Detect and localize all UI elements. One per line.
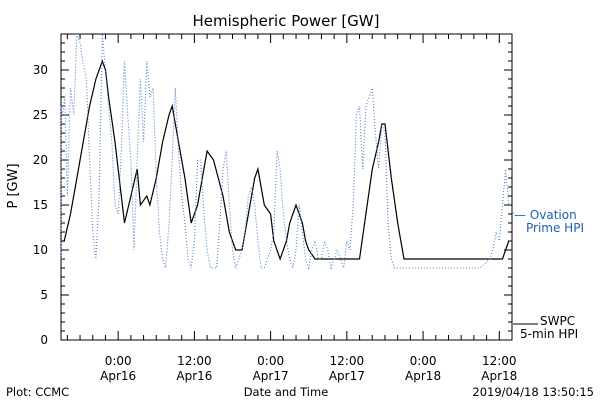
footer-timestamp: 2019/04/18 13:50:15 <box>472 385 594 399</box>
legend-ovation-line1: — Ovation <box>514 208 577 222</box>
y-tick-label: 30 <box>33 63 48 77</box>
y-tick-label: 5 <box>40 288 48 302</box>
x-tick-date-label: Apr17 <box>253 369 289 383</box>
x-tick-date-label: Apr16 <box>176 369 212 383</box>
data-series <box>60 33 514 271</box>
footer-x-axis-label: Date and Time <box>244 385 329 399</box>
x-tick-time-label: 0:00 <box>410 354 437 368</box>
footer-plot-credit: Plot: CCMC <box>6 385 69 399</box>
legend-swpc-line2: 5-min HPI <box>520 327 578 341</box>
legend-ovation-line2: Prime HPI <box>526 221 584 235</box>
y-axis-label: P [GW] <box>6 163 21 208</box>
y-axis-ticks: 0 5 10 15 20 25 30 <box>33 33 512 347</box>
x-tick-date-label: Apr16 <box>100 369 136 383</box>
x-tick-time-label: 0:00 <box>105 354 132 368</box>
chart-title: Hemispheric Power [GW] <box>193 12 380 30</box>
y-tick-label: 10 <box>33 243 48 257</box>
y-tick-label: 25 <box>33 108 48 122</box>
x-tick-time-label: 12:00 <box>482 354 517 368</box>
x-tick-time-label: 0:00 <box>257 354 284 368</box>
plot-axes <box>60 33 513 341</box>
y-tick-label: 20 <box>33 153 48 167</box>
x-tick-time-label: 12:00 <box>177 354 212 368</box>
x-tick-date-label: Apr17 <box>329 369 365 383</box>
plot-frame <box>60 33 513 341</box>
y-tick-label: 0 <box>40 333 48 347</box>
y-tick-label: 15 <box>33 198 48 212</box>
x-tick-date-label: Apr18 <box>405 369 441 383</box>
x-tick-date-label: Apr18 <box>481 369 517 383</box>
swpc-hpi-line <box>60 59 510 261</box>
x-tick-time-label: 12:00 <box>330 354 365 368</box>
ovation-prime-hpi-line <box>60 33 510 271</box>
x-axis-ticks: 0:00Apr1612:00Apr160:00Apr1712:00Apr170:… <box>66 34 517 383</box>
legend-swpc-line1: SWPC <box>540 314 575 328</box>
